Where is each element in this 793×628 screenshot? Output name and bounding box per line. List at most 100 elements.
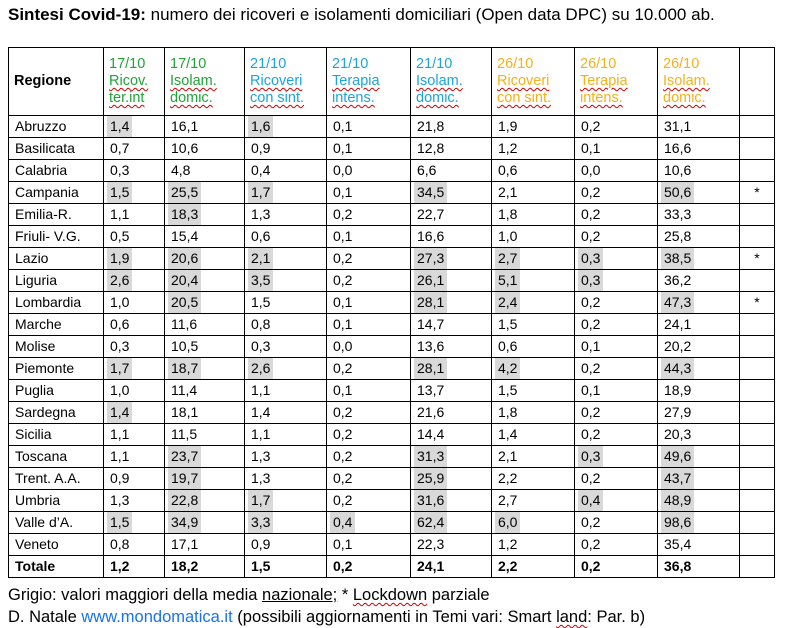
- highlighted-value: 27,3: [414, 248, 448, 269]
- value-cell: 0,2: [326, 247, 411, 270]
- value-cell: 0,2: [574, 423, 658, 446]
- title-bold: Sintesi Covid-19:: [8, 5, 146, 24]
- value-cell: 0,9: [244, 137, 327, 160]
- total-value: 2,2: [491, 555, 575, 578]
- value-cell: 2,6: [103, 269, 165, 292]
- highlighted-value: 5,1: [495, 270, 521, 291]
- lockdown-mark: [739, 159, 775, 182]
- highlighted-value: 18,7: [168, 358, 202, 379]
- value-cell: 20,3: [657, 423, 740, 446]
- value-cell: 26,1: [410, 269, 492, 292]
- highlighted-value: 4,2: [495, 358, 521, 379]
- column-label-2: ter.int: [109, 90, 145, 106]
- value-cell: 0,2: [326, 269, 411, 292]
- value-cell: 13,6: [410, 335, 492, 358]
- value-cell: 5,1: [491, 269, 575, 292]
- value-cell: 20,2: [657, 335, 740, 358]
- region-name: Liguria: [8, 269, 104, 292]
- value-cell: 0,3: [244, 335, 327, 358]
- mark-header: [739, 47, 775, 116]
- value-cell: 2,6: [244, 357, 327, 380]
- column-date: 17/10: [170, 56, 207, 72]
- table-row: Campania 1,5 25,5 1,7 0,1 34,5 2,1 0,2 50,6 *: [8, 181, 775, 204]
- column-date: 21/10: [250, 56, 287, 72]
- lockdown-mark: [739, 115, 775, 138]
- value-cell: 1,7: [244, 489, 327, 512]
- site-link[interactable]: www.mondomatica.it: [81, 608, 233, 626]
- region-name: Abruzzo: [8, 115, 104, 138]
- legend-text-b: nazionale;: [262, 586, 338, 604]
- column-date: 26/10: [497, 56, 534, 72]
- region-name: Emilia-R.: [8, 203, 104, 226]
- value-cell: 17,1: [164, 533, 245, 556]
- value-cell: 23,7: [164, 445, 245, 468]
- value-cell: 1,9: [491, 115, 575, 138]
- highlighted-value: 3,3: [248, 512, 274, 533]
- column-header-4: 21/10 Terapia intens.: [326, 47, 411, 116]
- lockdown-mark: *: [739, 291, 775, 314]
- value-cell: 48,9: [657, 489, 740, 512]
- table-row: Molise 0,3 10,5 0,3 0,0 13,6 0,6 0,1 20,2: [8, 335, 775, 358]
- column-label-1: Ricoveri: [497, 73, 550, 89]
- value-cell: 0,7: [103, 137, 165, 160]
- highlighted-value: 1,9: [107, 248, 133, 269]
- value-cell: 0,6: [491, 159, 575, 182]
- value-cell: 0,2: [574, 511, 658, 534]
- column-date: 17/10: [109, 56, 146, 72]
- value-cell: 15,4: [164, 225, 245, 248]
- value-cell: 20,4: [164, 269, 245, 292]
- value-cell: 20,5: [164, 291, 245, 314]
- table-body: Abruzzo 1,4 16,1 1,6 0,1 21,8 1,9 0,2 31,1 Basili…: [8, 115, 775, 578]
- total-label: Totale: [8, 555, 104, 578]
- value-cell: 1,8: [491, 401, 575, 424]
- value-cell: 1,4: [103, 115, 165, 138]
- value-cell: 50,6: [657, 181, 740, 204]
- table-row: Toscana 1,1 23,7 1,3 0,2 31,3 2,1 0,3 49,6: [8, 445, 775, 468]
- value-cell: 18,1: [164, 401, 245, 424]
- column-label-1: Terapia: [580, 73, 628, 89]
- total-mark: [739, 555, 775, 578]
- header-row: Regione 17/10 Ricov. ter.int 17/10 Isolam. do…: [8, 47, 775, 116]
- lockdown-mark: [739, 401, 775, 424]
- value-cell: 21,6: [410, 401, 492, 424]
- value-cell: 11,6: [164, 313, 245, 336]
- table-row: Lombardia 1,0 20,5 1,5 0,1 28,1 2,4 0,2 47,3 *: [8, 291, 775, 314]
- lockdown-mark: [739, 511, 775, 534]
- highlighted-value: 19,7: [168, 468, 202, 489]
- region-header: Regione: [8, 47, 104, 116]
- highlighted-value: 34,5: [414, 182, 448, 203]
- value-cell: 0,3: [574, 445, 658, 468]
- value-cell: 0,3: [103, 159, 165, 182]
- value-cell: 0,9: [103, 467, 165, 490]
- credit-text-c: land: [556, 608, 588, 626]
- table-row: Calabria 0,3 4,8 0,4 0,0 6,6 0,6 0,0 10,6: [8, 159, 775, 182]
- value-cell: 1,3: [244, 445, 327, 468]
- highlighted-value: 0,4: [578, 490, 604, 511]
- table-row: Marche 0,6 11,6 0,8 0,1 14,7 1,5 0,2 24,1: [8, 313, 775, 336]
- column-label-2: con sint.: [497, 90, 551, 106]
- value-cell: 31,6: [410, 489, 492, 512]
- lockdown-mark: [739, 533, 775, 556]
- legend-text-c: *: [337, 586, 353, 604]
- value-cell: 1,3: [244, 467, 327, 490]
- covid-table: Regione 17/10 Ricov. ter.int 17/10 Isolam. do…: [8, 47, 775, 578]
- value-cell: 0,1: [326, 115, 411, 138]
- highlighted-value: 2,1: [248, 248, 274, 269]
- value-cell: 0,2: [574, 467, 658, 490]
- value-cell: 0,2: [326, 401, 411, 424]
- region-name: Trent. A.A.: [8, 467, 104, 490]
- lockdown-mark: [739, 379, 775, 402]
- column-label-1: Terapia: [332, 73, 380, 89]
- value-cell: 0,1: [574, 137, 658, 160]
- value-cell: 1,7: [103, 357, 165, 380]
- value-cell: 1,5: [103, 181, 165, 204]
- value-cell: 2,7: [491, 247, 575, 270]
- highlighted-value: 50,6: [661, 182, 695, 203]
- value-cell: 18,9: [657, 379, 740, 402]
- total-value: 1,5: [244, 555, 327, 578]
- value-cell: 1,1: [103, 445, 165, 468]
- lockdown-mark: [739, 269, 775, 292]
- column-label-1: Isolam.: [416, 73, 463, 89]
- value-cell: 38,5: [657, 247, 740, 270]
- column-label-1: Isolam.: [663, 73, 710, 89]
